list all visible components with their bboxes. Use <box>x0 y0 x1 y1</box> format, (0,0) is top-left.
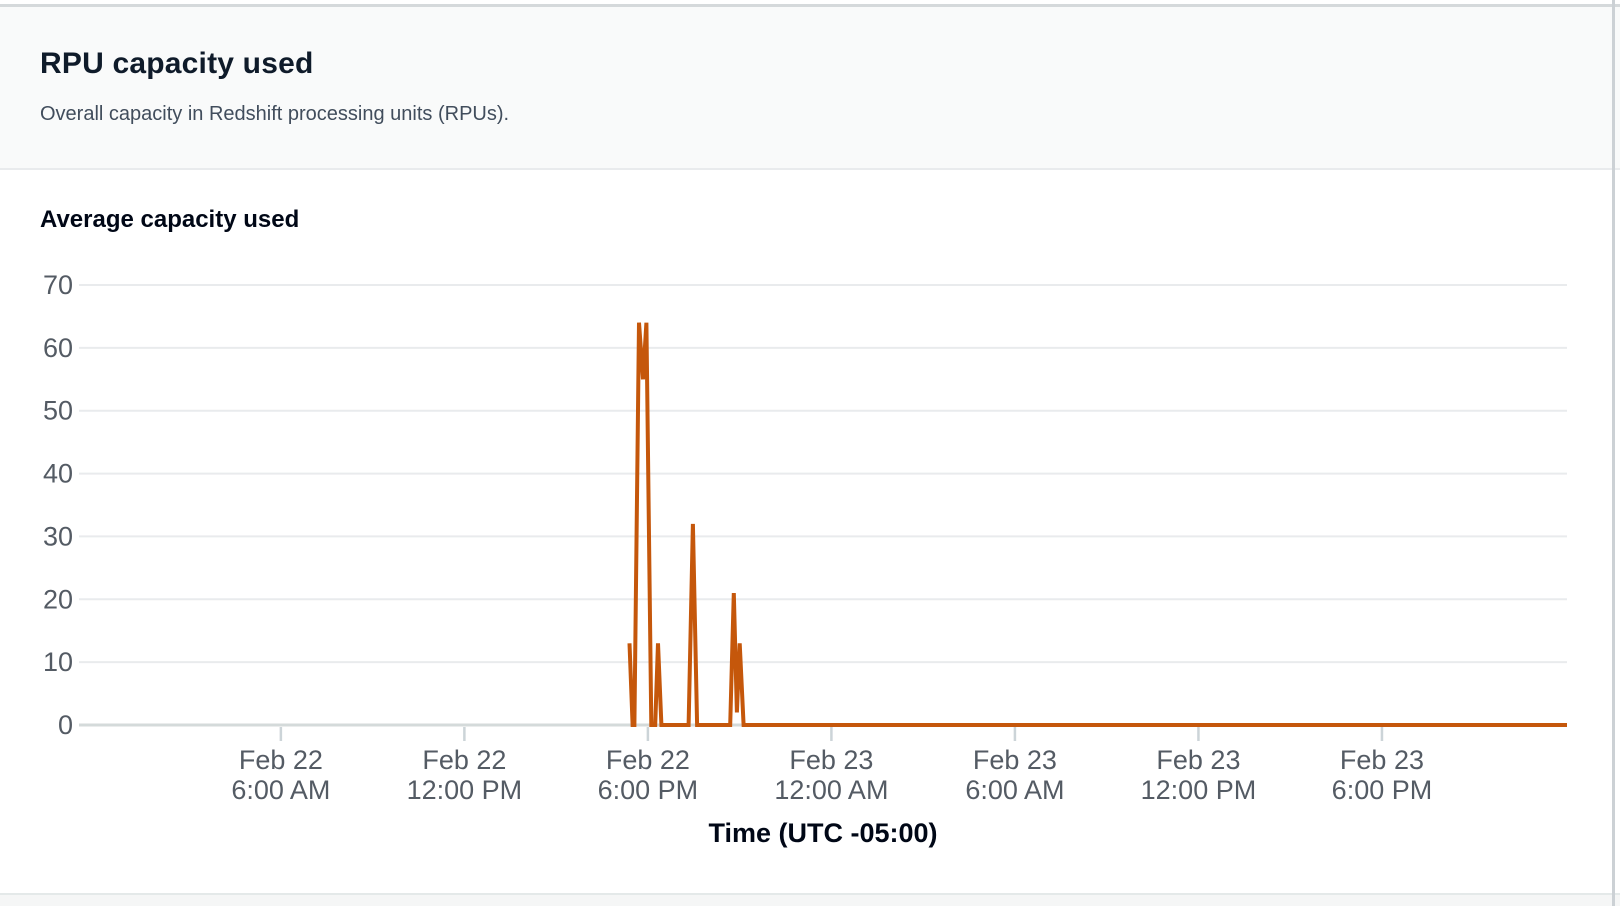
next-section-strip <box>0 895 1620 906</box>
x-axis-label-date: Feb 23 <box>973 745 1057 775</box>
x-axis-label-time: 12:00 PM <box>1141 775 1257 805</box>
panel-title: RPU capacity used <box>40 47 314 80</box>
x-axis-title: Time (UTC -05:00) <box>708 818 938 848</box>
y-axis-label: 70 <box>43 270 73 300</box>
y-axis-label: 30 <box>43 521 73 551</box>
y-axis-label: 40 <box>43 459 73 489</box>
panel-top-border <box>0 4 1620 7</box>
x-axis-label-time: 6:00 AM <box>231 775 330 805</box>
y-axis-label: 20 <box>43 584 73 614</box>
panel-header: RPU capacity used Overall capacity in Re… <box>0 7 1620 170</box>
x-axis-label-date: Feb 22 <box>422 745 506 775</box>
x-axis-label-time: 12:00 AM <box>774 775 888 805</box>
y-axis-label: 0 <box>58 710 73 740</box>
y-axis-label: 50 <box>43 396 73 426</box>
top-gap <box>0 0 1620 4</box>
y-axis-label: 60 <box>43 333 73 363</box>
x-axis-label-time: 12:00 PM <box>407 775 523 805</box>
y-axis-label: 10 <box>43 647 73 677</box>
section-divider-bottom <box>0 893 1620 895</box>
panel-description: Overall capacity in Redshift processing … <box>40 103 510 125</box>
capacity-line-series <box>627 322 1567 727</box>
chart-title: Average capacity used <box>40 206 300 233</box>
x-axis-label-date: Feb 22 <box>239 745 323 775</box>
x-axis-label-date: Feb 23 <box>1340 745 1424 775</box>
panel-right-border <box>1612 0 1615 906</box>
x-axis-label-time: 6:00 PM <box>598 775 699 805</box>
x-axis-label-date: Feb 22 <box>606 745 690 775</box>
x-axis-label-date: Feb 23 <box>789 745 873 775</box>
x-axis-label-time: 6:00 AM <box>965 775 1064 805</box>
x-axis-label-time: 6:00 PM <box>1332 775 1433 805</box>
x-axis-label-date: Feb 23 <box>1156 745 1240 775</box>
